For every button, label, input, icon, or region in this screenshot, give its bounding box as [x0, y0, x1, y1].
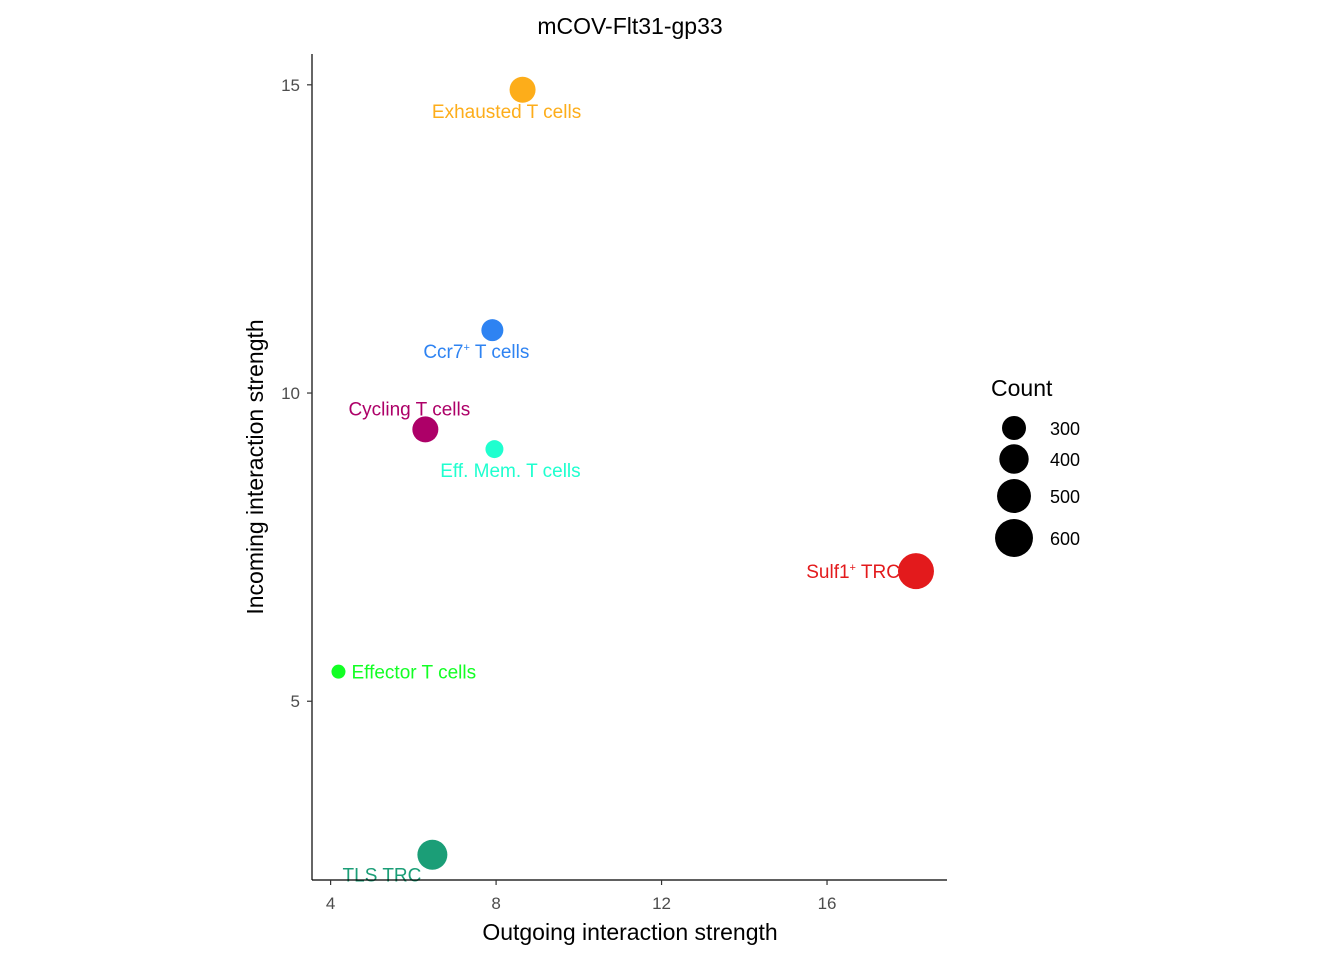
y-tick-label: 15 — [281, 76, 300, 95]
x-tick-label: 4 — [326, 894, 335, 913]
x-ticks: 4 8 12 16 — [326, 880, 837, 913]
x-tick-label: 16 — [818, 894, 837, 913]
legend-size-key — [997, 479, 1031, 513]
legend-entries: 300 400 500 600 — [995, 416, 1080, 557]
point-label-main: Sulf1 — [806, 562, 849, 583]
data-point — [331, 664, 346, 679]
point-label-superscript: + — [850, 562, 856, 574]
legend-label: 300 — [1050, 419, 1080, 439]
point-label: Sulf1+ TRC — [806, 562, 900, 583]
y-ticks: 5 10 15 — [281, 76, 312, 711]
legend-label: 400 — [1050, 450, 1080, 470]
legend-size-key — [995, 519, 1033, 557]
legend-size-key — [1002, 416, 1026, 440]
x-axis-title: Outgoing interaction strength — [482, 919, 777, 945]
point-label: Cycling T cells — [348, 399, 470, 420]
data-point — [412, 416, 439, 443]
point-label-main: Effector T cells — [351, 663, 476, 684]
legend-size-key — [999, 444, 1029, 474]
point-label-tail: T cells — [470, 342, 530, 363]
point-label-main: Exhausted T cells — [432, 102, 581, 123]
legend-label: 600 — [1050, 529, 1080, 549]
y-axis-title: Incoming interaction strength — [242, 319, 268, 614]
point-label-main: TLS TRC — [343, 866, 422, 887]
data-point — [481, 319, 504, 342]
point-label-superscript: + — [463, 342, 469, 354]
point-label: Effector T cells — [351, 663, 476, 684]
data-point — [485, 440, 504, 459]
points-layer — [331, 76, 934, 870]
chart-title: mCOV-Flt31-gp33 — [537, 13, 722, 39]
x-tick-label: 8 — [491, 894, 500, 913]
point-label: Eff. Mem. T cells — [440, 461, 580, 482]
legend-label: 500 — [1050, 487, 1080, 507]
point-label: Exhausted T cells — [432, 102, 581, 123]
point-label: Ccr7+ T cells — [423, 342, 529, 363]
point-label: TLS TRC — [343, 866, 422, 887]
y-tick-label: 5 — [291, 692, 300, 711]
x-tick-label: 12 — [652, 894, 671, 913]
data-point — [897, 553, 934, 590]
data-point — [509, 76, 536, 103]
legend-title: Count — [991, 375, 1053, 401]
point-label-main: Cycling T cells — [348, 399, 470, 420]
y-tick-label: 10 — [281, 384, 300, 403]
point-label-main: Eff. Mem. T cells — [440, 461, 580, 482]
point-label-main: Ccr7 — [423, 342, 463, 363]
point-label-tail: TRC — [856, 562, 900, 583]
data-point — [417, 839, 448, 870]
legend: Count 300 400 500 600 — [991, 375, 1080, 557]
